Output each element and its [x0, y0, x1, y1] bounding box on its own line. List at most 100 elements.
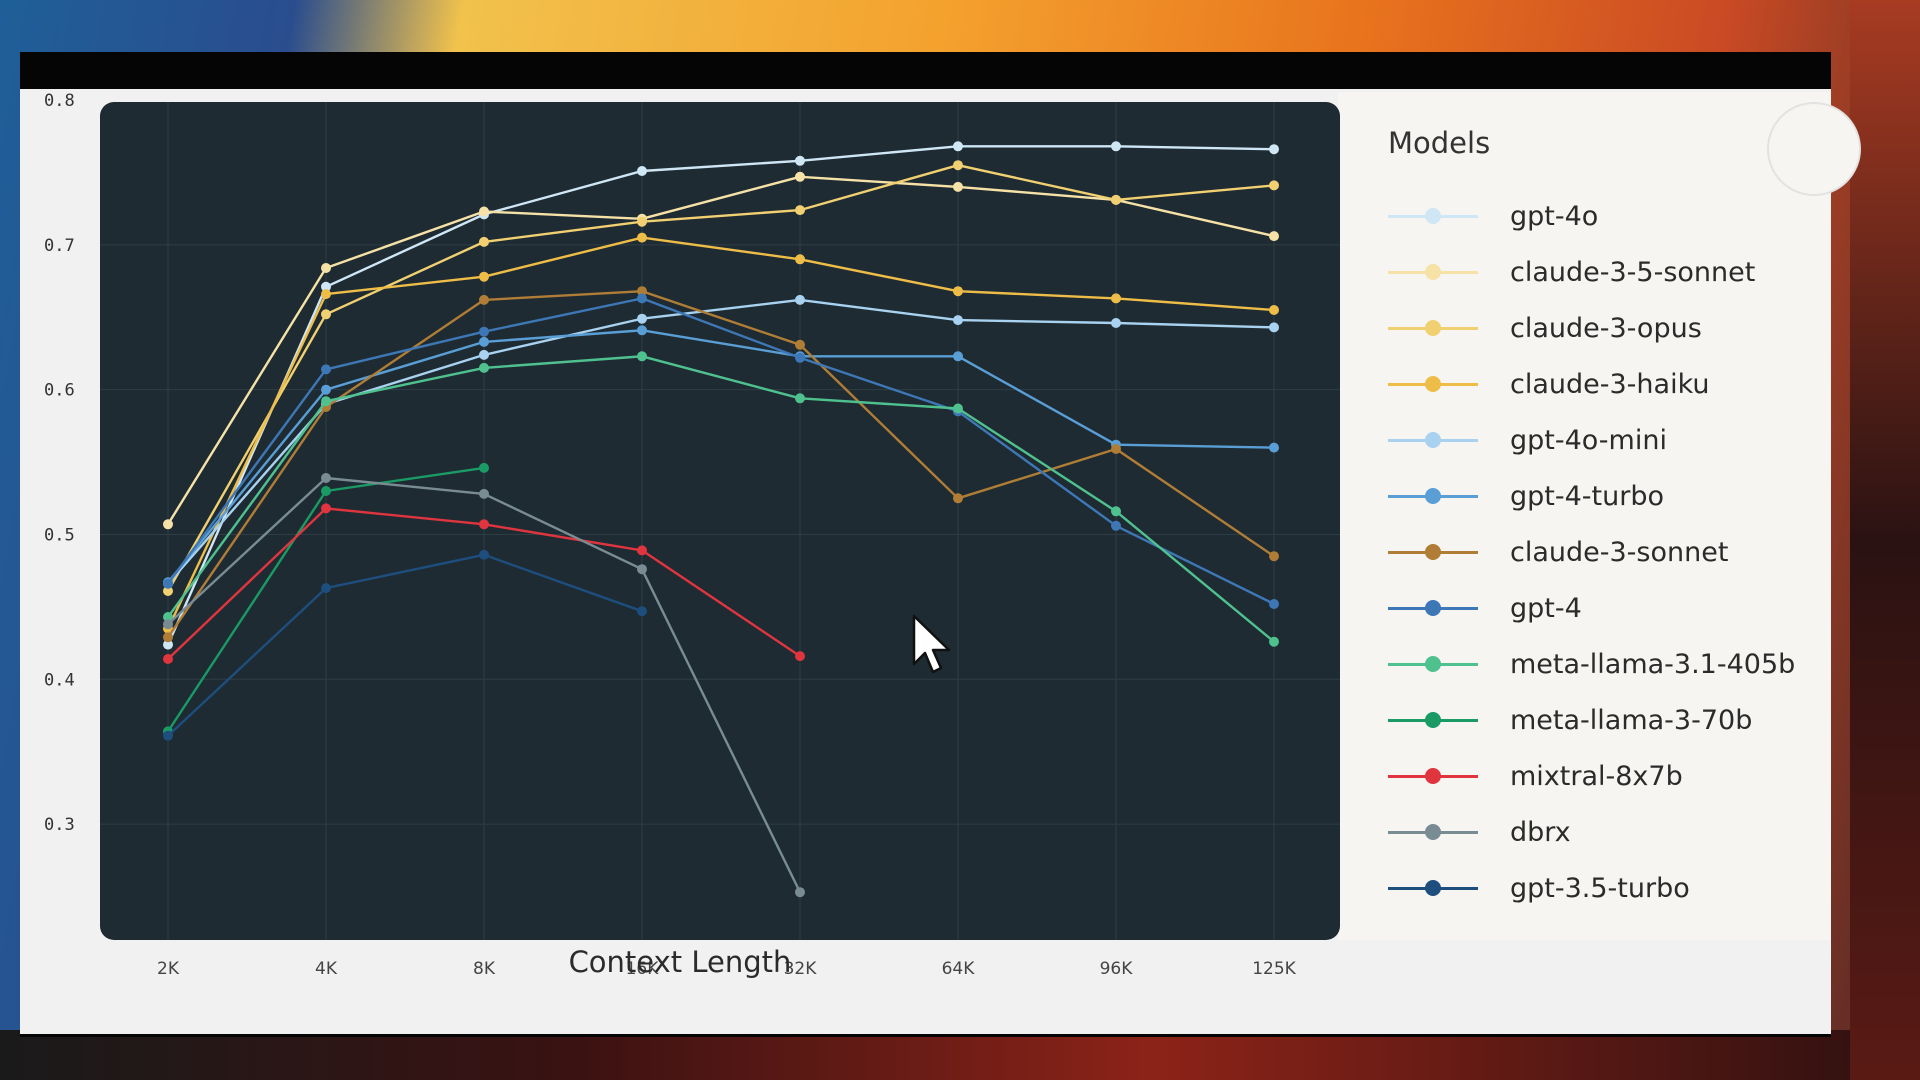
legend-item: meta-llama-3-70b: [1388, 692, 1828, 748]
y-tick-label: 0.5: [44, 525, 75, 545]
legend-label: dbrx: [1510, 816, 1571, 848]
data-point: [321, 396, 331, 407]
legend-label: claude-3-sonnet: [1510, 536, 1729, 568]
data-point: [479, 271, 489, 282]
series-gpt-3.5-turbo: [163, 549, 647, 741]
data-point: [1111, 444, 1121, 454]
data-point: [479, 349, 489, 360]
data-point: [953, 160, 963, 171]
legend-label: claude-3-haiku: [1510, 368, 1710, 400]
mouse-cursor-icon: [912, 614, 951, 674]
y-tick-label: 0.7: [44, 236, 75, 256]
data-point: [321, 281, 331, 292]
data-point: [637, 325, 647, 336]
legend-panel: [1338, 92, 1861, 940]
data-point: [795, 171, 805, 182]
legend-swatch: [1388, 262, 1478, 282]
legend-swatch: [1388, 318, 1478, 338]
data-point: [163, 654, 173, 664]
legend-swatch: [1388, 206, 1478, 226]
series-claude-3-haiku: [163, 232, 1279, 634]
data-point: [479, 519, 489, 530]
series-line: [166, 163, 1275, 592]
legend-label: meta-llama-3-70b: [1510, 704, 1753, 736]
legend-item: claude-3-haiku: [1388, 356, 1828, 412]
legend-item: mixtral-8x7b: [1388, 748, 1828, 804]
legend-item: claude-3-opus: [1388, 300, 1828, 356]
legend-swatch: [1388, 710, 1478, 730]
x-axis-title: Context Length: [568, 945, 792, 979]
y-tick-label: 0.3: [44, 815, 75, 835]
data-point: [795, 887, 805, 898]
slide-bottom-bar: [20, 1034, 1831, 1037]
data-point: [321, 289, 331, 300]
series-line: [166, 175, 1275, 525]
legend-item: meta-llama-3.1-405b: [1388, 636, 1828, 692]
data-point: [953, 493, 963, 504]
data-point: [637, 286, 647, 297]
legend-item: gpt-3.5-turbo: [1388, 860, 1828, 916]
series-meta-llama-3-70b: [163, 462, 489, 737]
legend-label: claude-3-5-sonnet: [1510, 256, 1756, 288]
series-line: [167, 329, 1275, 584]
data-point: [163, 586, 173, 596]
series-line: [167, 297, 1275, 606]
data-point: [637, 606, 647, 617]
data-point: [795, 155, 805, 166]
data-point: [795, 339, 805, 350]
legend-label: mixtral-8x7b: [1510, 760, 1683, 792]
x-tick-label: 16K: [626, 959, 660, 979]
data-point: [163, 578, 173, 589]
data-point: [321, 486, 331, 496]
data-point: [1269, 322, 1279, 333]
x-tick-label: 4K: [315, 959, 338, 979]
y-tick-label: 0.6: [44, 381, 75, 401]
data-point: [1269, 231, 1279, 242]
x-tick-label: 2K: [157, 959, 180, 979]
x-tick-label: 96K: [1100, 959, 1134, 979]
legend-item: claude-3-sonnet: [1388, 524, 1828, 580]
legend-swatch: [1388, 374, 1478, 394]
legend-swatch: [1388, 542, 1478, 562]
data-point: [795, 205, 805, 216]
data-point: [163, 632, 173, 643]
data-point: [163, 612, 173, 622]
series-line: [167, 553, 643, 737]
data-point: [479, 488, 489, 499]
data-point: [479, 462, 489, 473]
y-tick-label: 0.4: [44, 670, 75, 690]
data-point: [321, 309, 331, 320]
data-point: [1111, 318, 1121, 328]
legend: gpt-4o claude-3-5-sonnet claude-3-opus clau…: [1388, 188, 1828, 916]
legend-item: gpt-4o-mini: [1388, 412, 1828, 468]
x-tick-label: 125K: [1252, 959, 1296, 979]
legend-item: gpt-4: [1388, 580, 1828, 636]
data-point: [479, 206, 489, 217]
data-point: [1111, 520, 1121, 531]
data-point: [1269, 305, 1279, 315]
data-point: [321, 364, 331, 375]
data-point: [795, 393, 805, 404]
x-tick-label: 8K: [473, 959, 496, 979]
data-point: [1111, 141, 1121, 152]
data-point: [953, 403, 963, 414]
data-point: [1269, 551, 1279, 562]
desktop-background-bottom: [0, 1030, 1920, 1080]
legend-label: gpt-3.5-turbo: [1510, 872, 1690, 904]
legend-swatch: [1388, 486, 1478, 506]
data-point: [953, 315, 963, 326]
data-point: [953, 181, 963, 192]
x-tick-label: 64K: [942, 959, 976, 979]
data-point: [1269, 442, 1279, 453]
data-point: [637, 545, 647, 556]
data-point: [163, 730, 173, 741]
series-mixtral-8x7b: [163, 503, 805, 664]
data-point: [953, 286, 963, 297]
legend-item: gpt-4-turbo: [1388, 468, 1828, 524]
data-point: [163, 619, 173, 630]
data-point: [953, 141, 963, 152]
data-point: [637, 166, 647, 176]
data-point: [321, 263, 331, 273]
legend-label: meta-llama-3.1-405b: [1510, 648, 1796, 680]
